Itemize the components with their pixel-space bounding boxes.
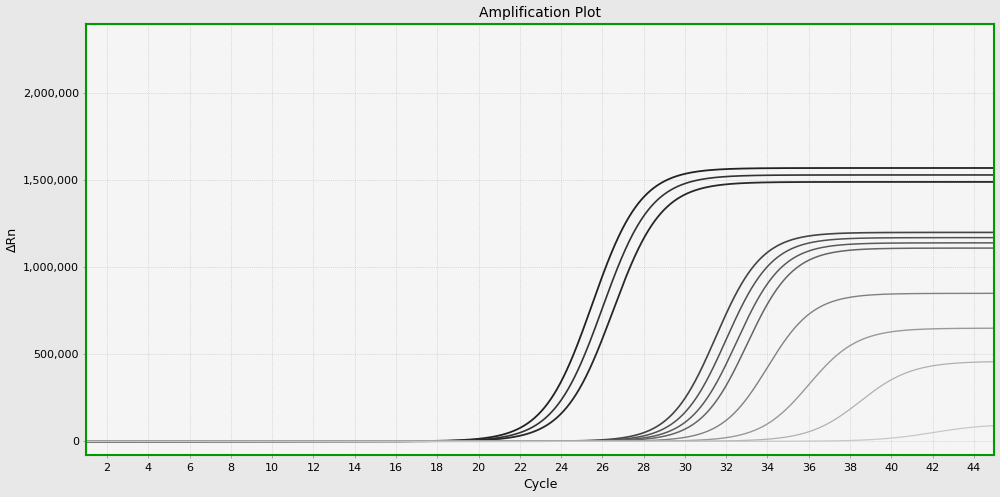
Y-axis label: ΔRn: ΔRn xyxy=(6,227,19,252)
X-axis label: Cycle: Cycle xyxy=(523,479,558,492)
Title: Amplification Plot: Amplification Plot xyxy=(479,5,601,19)
